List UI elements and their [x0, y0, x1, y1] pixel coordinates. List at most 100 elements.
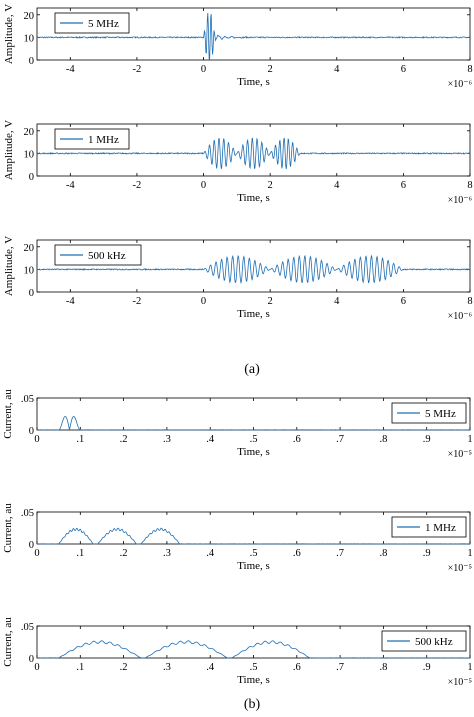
x-tick-label: .7 — [336, 434, 344, 445]
series-line — [36, 416, 470, 431]
x-tick-label: 2 — [268, 64, 273, 75]
series-line — [36, 12, 471, 61]
x-multiplier: ×10⁻⁵ — [448, 677, 472, 688]
x-tick-label: 1 — [467, 434, 472, 445]
x-tick-label: -4 — [66, 64, 75, 75]
x-tick-label: .7 — [336, 662, 344, 673]
y-axis-label: Amplitude, V — [3, 120, 15, 180]
legend-label: 500 kHz — [88, 250, 126, 262]
x-tick-label: .5 — [250, 434, 258, 445]
x-tick-label: .5 — [250, 662, 258, 673]
x-tick-label: 6 — [401, 64, 406, 75]
x-tick-label: 0 — [34, 434, 39, 445]
x-tick-label: -4 — [66, 180, 75, 191]
legend: 1 MHz — [391, 516, 467, 538]
x-tick-label: -2 — [133, 296, 142, 307]
x-tick-label: 1 — [467, 662, 472, 673]
x-tick-label: 0 — [34, 662, 39, 673]
x-tick-label: 2 — [268, 296, 273, 307]
x-axis-label: Time, s — [237, 674, 270, 686]
y-axis-label: Current, au — [2, 503, 14, 553]
x-tick-label: 4 — [334, 296, 340, 307]
x-tick-label: 2 — [268, 180, 273, 191]
y-tick-label: 0 — [29, 426, 34, 437]
series-line — [36, 527, 470, 545]
x-tick-label: 1 — [467, 548, 472, 559]
x-tick-label: .4 — [206, 662, 215, 673]
legend: 500 kHz — [54, 244, 142, 266]
legend-box — [381, 630, 467, 652]
x-tick-label: .1 — [76, 434, 84, 445]
y-tick-label: 0 — [29, 56, 34, 67]
x-tick-label: 8 — [467, 64, 472, 75]
x-tick-label: 8 — [467, 296, 472, 307]
x-axis-label: Time, s — [237, 308, 270, 320]
x-tick-label: .2 — [120, 662, 128, 673]
legend: 5 MHz — [54, 12, 130, 34]
x-axis-label: Time, s — [237, 192, 270, 204]
x-tick-label: 0 — [201, 64, 206, 75]
x-tick-label: .3 — [163, 662, 171, 673]
x-axis-label: Time, s — [237, 76, 270, 88]
chart-panel-1: -4 -2 0 2 4 6 8 0 10 20 Time, s Amplitude, V ×10⁻⁶ 5 … — [3, 4, 473, 90]
x-tick-label: 4 — [334, 180, 340, 191]
x-tick-label: .5 — [250, 548, 258, 559]
legend-box — [391, 516, 467, 538]
x-axis-label: Time, s — [237, 560, 270, 572]
y-tick-label: 20 — [24, 11, 35, 22]
chart-panel-5: 0 .1 .2 .3 .4 .5 .6 .7 .8 .9 1 0 .05 Time, s Current, … — [2, 503, 473, 574]
plot-frame — [36, 239, 471, 293]
x-tick-label: -2 — [133, 64, 142, 75]
x-tick-label: .9 — [423, 662, 431, 673]
plot-frame — [36, 7, 471, 61]
series-line — [36, 254, 471, 285]
x-tick-label: -4 — [66, 296, 75, 307]
y-tick-label: 0 — [29, 540, 34, 551]
x-tick-label: 4 — [334, 64, 340, 75]
x-tick-label: .4 — [206, 434, 215, 445]
x-tick-label: .4 — [206, 548, 215, 559]
y-tick-label: 0 — [29, 288, 34, 299]
x-tick-label: 0 — [34, 548, 39, 559]
legend-box — [391, 402, 467, 424]
legend-label: 500 kHz — [415, 636, 453, 648]
legend: 500 kHz — [381, 630, 467, 652]
y-tick-label: 10 — [24, 265, 35, 276]
y-tick-label: .05 — [21, 508, 34, 519]
y-tick-label: 10 — [24, 149, 35, 160]
legend-label: 5 MHz — [88, 18, 119, 30]
y-axis-label: Current, au — [2, 617, 14, 667]
x-tick-label: 8 — [467, 180, 472, 191]
series-line — [36, 137, 471, 170]
x-tick-label: .9 — [423, 548, 431, 559]
legend-box — [54, 244, 142, 266]
legend-label: 1 MHz — [88, 134, 119, 146]
chart-panel-2: -4 -2 0 2 4 6 8 0 10 20 Time, s Amplitude, V ×10⁻⁶ 1 … — [3, 120, 473, 206]
x-tick-label: .6 — [293, 434, 301, 445]
series-line — [37, 640, 471, 659]
x-tick-label: 6 — [401, 296, 406, 307]
y-tick-label: 0 — [29, 172, 34, 183]
x-tick-label: .6 — [293, 548, 301, 559]
legend: 5 MHz — [391, 402, 467, 424]
legend-box — [54, 12, 130, 34]
plot-frame — [36, 123, 471, 177]
x-tick-label: .8 — [379, 548, 387, 559]
y-tick-label: 20 — [24, 243, 35, 254]
legend: 1 MHz — [54, 128, 130, 150]
x-tick-label: .9 — [423, 434, 431, 445]
x-tick-label: .1 — [76, 662, 84, 673]
x-tick-label: .8 — [379, 434, 387, 445]
y-tick-label: .05 — [21, 622, 34, 633]
x-tick-label: 6 — [401, 180, 406, 191]
x-tick-label: 0 — [201, 180, 206, 191]
caption-a: (a) — [244, 362, 260, 377]
x-tick-label: .2 — [120, 548, 128, 559]
legend-label: 5 MHz — [425, 408, 456, 420]
y-tick-label: .05 — [21, 394, 34, 405]
x-tick-label: .3 — [163, 548, 171, 559]
x-tick-label: .7 — [336, 548, 344, 559]
x-tick-label: .3 — [163, 434, 171, 445]
y-tick-label: 0 — [29, 654, 34, 665]
